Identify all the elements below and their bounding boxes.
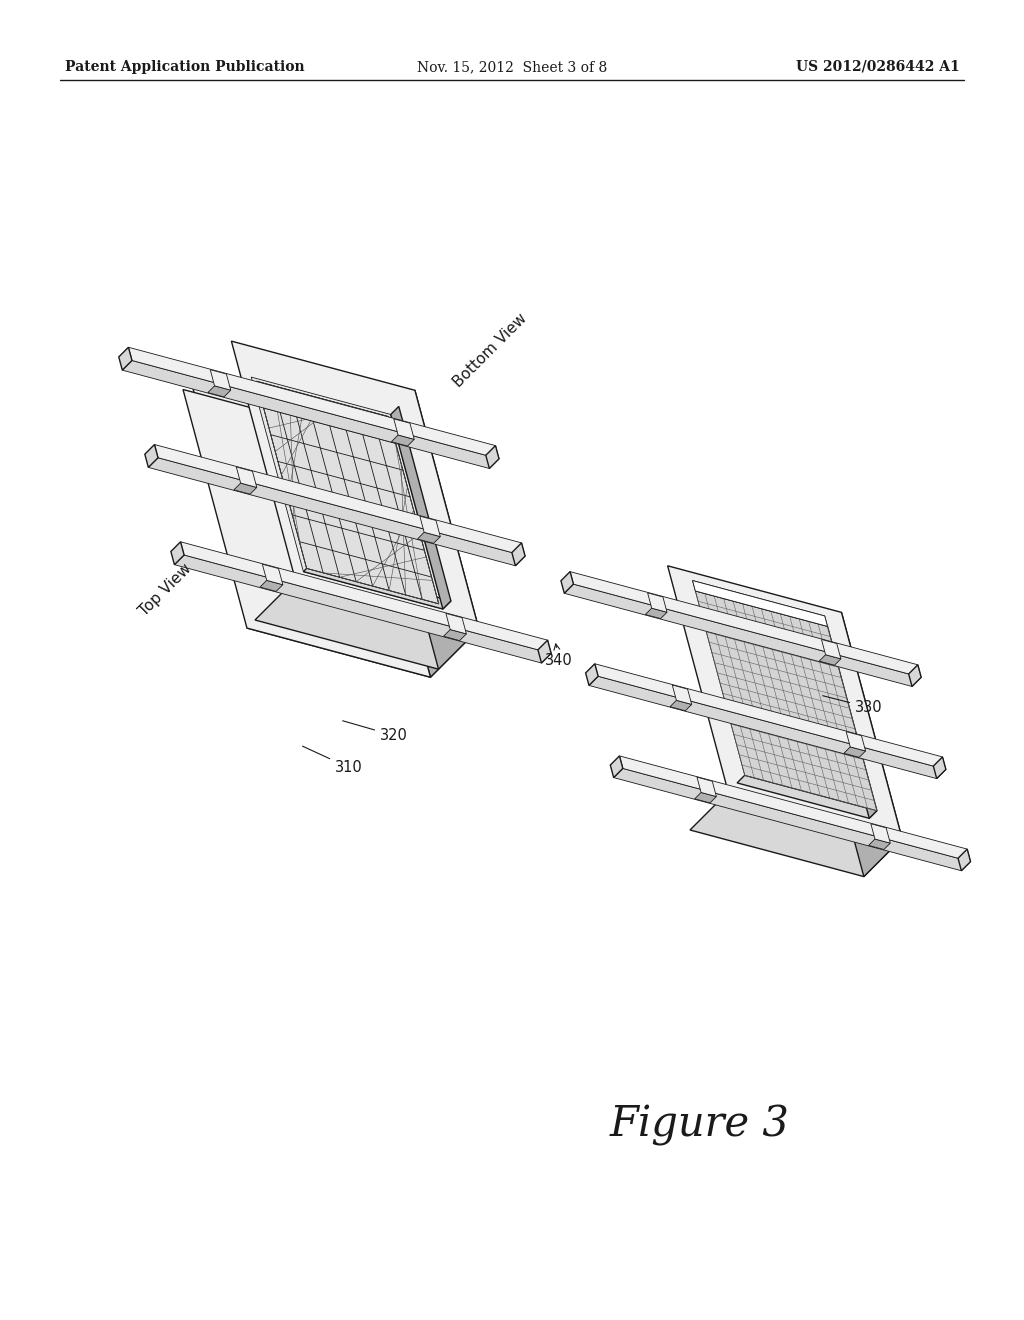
- Polygon shape: [803, 612, 902, 876]
- Polygon shape: [697, 777, 717, 796]
- Polygon shape: [171, 541, 184, 565]
- Polygon shape: [391, 407, 451, 609]
- Polygon shape: [870, 824, 890, 843]
- Polygon shape: [445, 614, 466, 634]
- Polygon shape: [418, 532, 440, 544]
- Polygon shape: [375, 391, 479, 669]
- Text: US 2012/0286442 A1: US 2012/0286442 A1: [797, 59, 961, 74]
- Polygon shape: [180, 541, 551, 653]
- Polygon shape: [512, 543, 525, 566]
- Polygon shape: [620, 756, 971, 862]
- Polygon shape: [119, 347, 132, 370]
- Polygon shape: [844, 747, 865, 758]
- Polygon shape: [821, 639, 841, 659]
- Polygon shape: [690, 792, 902, 876]
- Text: Nov. 15, 2012  Sheet 3 of 8: Nov. 15, 2012 Sheet 3 of 8: [417, 59, 607, 74]
- Polygon shape: [868, 840, 890, 850]
- Polygon shape: [820, 627, 877, 818]
- Text: Top View: Top View: [136, 561, 194, 619]
- Text: 340: 340: [545, 644, 572, 668]
- Polygon shape: [208, 385, 230, 397]
- Polygon shape: [673, 685, 691, 705]
- Text: 330: 330: [822, 696, 883, 715]
- Text: 320: 320: [343, 721, 408, 743]
- Polygon shape: [210, 370, 230, 391]
- Polygon shape: [908, 665, 922, 686]
- Polygon shape: [128, 347, 499, 459]
- Polygon shape: [394, 418, 415, 440]
- Text: Figure 3: Figure 3: [610, 1104, 790, 1146]
- Text: 310: 310: [302, 746, 362, 775]
- Polygon shape: [958, 849, 971, 871]
- Polygon shape: [256, 381, 438, 603]
- Polygon shape: [148, 458, 525, 566]
- Polygon shape: [251, 378, 442, 609]
- Text: Patent Application Publication: Patent Application Publication: [65, 59, 304, 74]
- Polygon shape: [420, 516, 440, 537]
- Polygon shape: [694, 792, 717, 803]
- Polygon shape: [610, 756, 623, 777]
- Polygon shape: [668, 566, 902, 838]
- Polygon shape: [260, 581, 283, 591]
- Polygon shape: [613, 768, 971, 871]
- Polygon shape: [485, 446, 499, 469]
- Polygon shape: [846, 731, 865, 751]
- Polygon shape: [122, 360, 499, 469]
- Polygon shape: [692, 581, 827, 627]
- Polygon shape: [538, 640, 551, 663]
- Polygon shape: [695, 591, 877, 810]
- Polygon shape: [670, 701, 691, 710]
- Polygon shape: [191, 381, 438, 669]
- Polygon shape: [933, 756, 946, 779]
- Polygon shape: [233, 483, 257, 494]
- Polygon shape: [391, 436, 415, 446]
- Polygon shape: [737, 775, 877, 818]
- Polygon shape: [589, 676, 946, 779]
- Polygon shape: [303, 564, 451, 609]
- Polygon shape: [247, 620, 438, 677]
- Polygon shape: [144, 445, 158, 467]
- Polygon shape: [155, 445, 525, 556]
- Polygon shape: [692, 581, 827, 627]
- Polygon shape: [174, 554, 551, 663]
- Polygon shape: [367, 430, 438, 677]
- Polygon shape: [561, 572, 573, 593]
- Polygon shape: [819, 655, 841, 665]
- Polygon shape: [237, 467, 257, 487]
- Polygon shape: [595, 664, 946, 770]
- Polygon shape: [443, 630, 466, 640]
- Polygon shape: [183, 389, 430, 677]
- Polygon shape: [231, 341, 479, 628]
- Polygon shape: [647, 593, 667, 612]
- Polygon shape: [255, 579, 479, 669]
- Text: Bottom View: Bottom View: [451, 310, 529, 389]
- Polygon shape: [570, 572, 922, 677]
- Polygon shape: [262, 564, 283, 585]
- Polygon shape: [586, 664, 598, 685]
- Polygon shape: [564, 585, 922, 686]
- Polygon shape: [645, 609, 667, 619]
